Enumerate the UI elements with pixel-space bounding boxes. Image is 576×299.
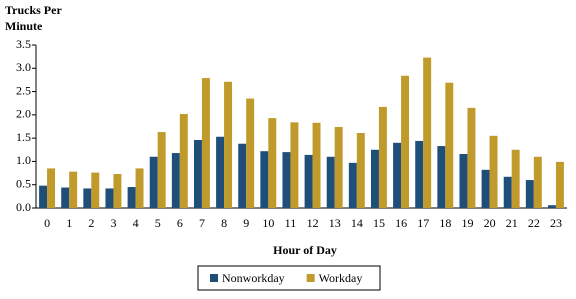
bar [216, 136, 225, 208]
y-tick-label: 2.5 [16, 83, 31, 97]
bar [135, 168, 144, 208]
x-tick-label: 0 [44, 216, 50, 230]
bar [401, 75, 410, 208]
bar [370, 149, 379, 208]
bar [348, 162, 357, 208]
x-tick-label: 19 [461, 216, 473, 230]
x-tick-label: 21 [506, 216, 518, 230]
x-tick-label: 22 [528, 216, 540, 230]
legend-swatch [210, 274, 218, 282]
bar [326, 156, 335, 208]
bar [437, 146, 446, 208]
bar [127, 187, 136, 208]
bar [149, 156, 158, 208]
x-tick-label: 14 [351, 216, 363, 230]
bar [511, 149, 520, 208]
x-tick-label: 18 [439, 216, 451, 230]
y-tick-label: 2.0 [16, 107, 31, 121]
bar [201, 78, 210, 209]
bar [356, 133, 365, 208]
bar [83, 188, 92, 208]
bar [105, 188, 114, 208]
x-tick-label: 15 [373, 216, 385, 230]
legend-swatch [306, 274, 315, 282]
bar [260, 151, 269, 208]
bar [533, 156, 542, 208]
x-tick-label: 20 [484, 216, 496, 230]
x-tick-label: 10 [262, 216, 274, 230]
bar [334, 126, 343, 208]
bar [312, 122, 321, 208]
legend-label: Workday [319, 271, 363, 285]
bar [224, 81, 233, 208]
x-tick-label: 23 [550, 216, 562, 230]
x-tick-label: 9 [243, 216, 249, 230]
bar [304, 154, 313, 208]
y-tick-label: 1.5 [16, 130, 31, 144]
bar [503, 176, 512, 208]
x-tick-label: 8 [221, 216, 227, 230]
x-tick-label: 13 [329, 216, 341, 230]
x-tick-label: 12 [307, 216, 319, 230]
bar [113, 174, 122, 208]
x-tick-label: 4 [133, 216, 139, 230]
y-tick-label: 3.0 [16, 60, 31, 74]
bar [525, 180, 534, 208]
legend-box [197, 265, 381, 291]
bar [157, 132, 166, 208]
bar [445, 82, 454, 208]
bar [547, 205, 556, 208]
bar [47, 168, 56, 208]
bar [193, 140, 202, 208]
bar [378, 106, 387, 208]
y-tick-label: 1.0 [16, 153, 31, 167]
bar [393, 142, 402, 208]
legend-label: Nonworkday [222, 271, 285, 285]
y-tick-label: 0.5 [16, 176, 31, 190]
x-axis-title: Hour of Day [273, 243, 337, 257]
y-axis-title: Trucks Per Minute [5, 3, 62, 33]
bar [69, 171, 78, 208]
bar [423, 57, 432, 209]
y-tick-label: 0.0 [16, 200, 31, 214]
bar [246, 98, 255, 208]
bar [489, 135, 498, 208]
bar [268, 118, 277, 208]
x-tick-label: 5 [155, 216, 161, 230]
bar [555, 161, 564, 208]
x-tick-label: 11 [285, 216, 297, 230]
bar [290, 122, 299, 208]
x-tick-label: 17 [417, 216, 429, 230]
x-tick-label: 7 [199, 216, 205, 230]
bar [238, 143, 247, 208]
bar [459, 153, 468, 208]
bar [61, 187, 70, 208]
bar [179, 113, 188, 208]
bar [467, 107, 476, 208]
x-tick-label: 3 [110, 216, 116, 230]
bar [282, 152, 291, 208]
bar [415, 140, 424, 208]
bar [91, 172, 100, 208]
y-tick-label: 3.5 [16, 37, 31, 51]
bar [481, 169, 490, 208]
bar [171, 153, 180, 208]
x-tick-label: 6 [177, 216, 183, 230]
bar [39, 185, 48, 208]
x-tick-label: 1 [66, 216, 72, 230]
x-tick-label: 2 [88, 216, 94, 230]
x-tick-label: 16 [395, 216, 407, 230]
